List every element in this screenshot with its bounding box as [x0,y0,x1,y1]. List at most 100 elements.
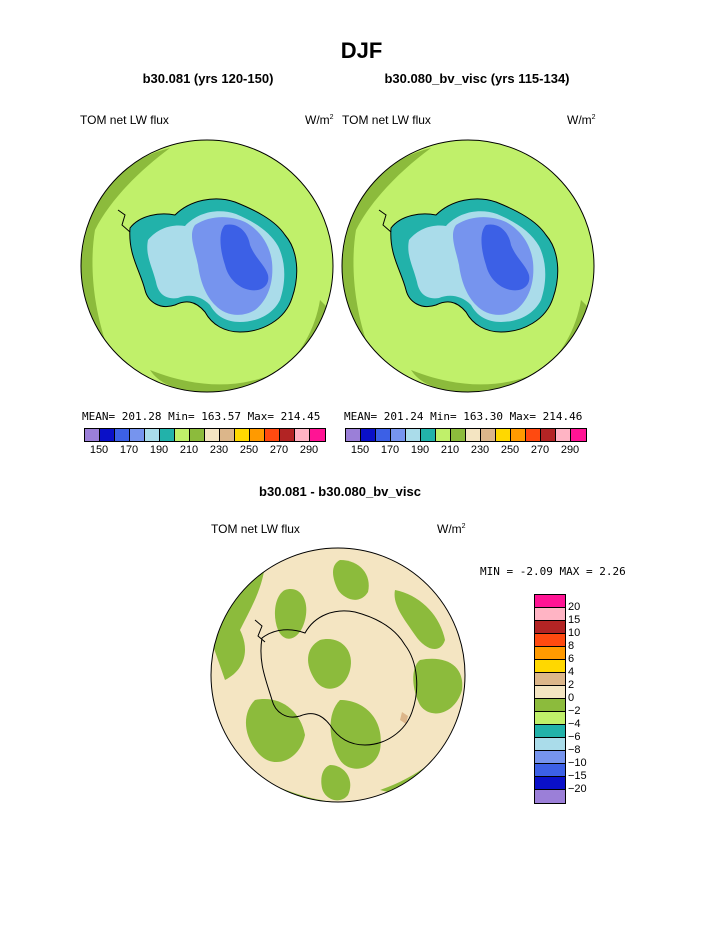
colorbar-swatch [535,634,565,647]
colorbar-swatch [451,429,466,441]
diff-colorbar-ticks: 20 15 10 8 6 4 2 0 −2 −4 −6 −8 −10 −15 −20 [568,594,608,802]
colorbar-swatch [541,429,556,441]
colorbar-swatch [535,608,565,621]
colorbar-swatch [496,429,511,441]
colorbar-swatch [145,429,160,441]
colorbar-swatch [466,429,481,441]
colorbar-tick-label: −6 [568,731,581,743]
left-stats: MEAN= 201.28 Min= 163.57 Max= 214.45 [82,410,321,423]
colorbar-swatch [535,647,565,660]
colorbar-tick-label: 0 [568,692,575,704]
colorbar-swatch [376,429,391,441]
colorbar-tick-label: −15 [568,770,587,782]
colorbar-swatch [115,429,130,441]
colorbar-swatch [406,429,421,441]
left-units-label: W/m2 [305,113,334,127]
left-colorbar-ticks: 150 170 190 210 230 250 270 290 [84,444,325,458]
right-stats: MEAN= 201.24 Min= 163.30 Max= 214.46 [344,410,583,423]
colorbar-swatch [100,429,115,441]
colorbar-swatch [391,429,406,441]
colorbar-tick-label: 170 [119,444,139,456]
colorbar-tick-label: 150 [89,444,109,456]
colorbar-swatch [160,429,175,441]
colorbar-swatch [436,429,451,441]
colorbar-tick-label: 10 [568,627,581,639]
colorbar-swatch [85,429,100,441]
colorbar-swatch [511,429,526,441]
colorbar-swatch [535,673,565,686]
colorbar-tick-label: 290 [299,444,319,456]
colorbar-tick-label: 230 [470,444,490,456]
colorbar-swatch [235,429,250,441]
left-panel-subtitle: b30.081 (yrs 120-150) [142,71,274,86]
colorbar-tick-label: 150 [350,444,370,456]
colorbar-swatch [310,429,325,441]
diff-variable-label: TOM net LW flux [211,522,300,536]
colorbar-tick-label: 190 [410,444,430,456]
colorbar-swatch [421,429,436,441]
colorbar-tick-label: 170 [380,444,400,456]
left-colorbar [84,428,326,442]
colorbar-swatch [535,712,565,725]
colorbar-tick-label: −20 [568,783,587,795]
colorbar-tick-label: 250 [500,444,520,456]
right-variable-label: TOM net LW flux [342,113,431,127]
colorbar-swatch [250,429,265,441]
colorbar-tick-label: 20 [568,601,581,613]
colorbar-tick-label: 270 [269,444,289,456]
colorbar-tick-label: 290 [560,444,580,456]
colorbar-swatch [535,790,565,803]
diff-panel-subtitle: b30.081 - b30.080_bv_visc [259,484,421,499]
colorbar-swatch [535,621,565,634]
colorbar-swatch [130,429,145,441]
colorbar-tick-label: 210 [440,444,460,456]
colorbar-swatch [220,429,235,441]
figure-title: DJF [340,38,383,63]
colorbar-tick-label: 4 [568,666,575,678]
colorbar-swatch [346,429,361,441]
colorbar-tick-label: 15 [568,614,581,626]
colorbar-tick-label: 270 [530,444,550,456]
colorbar-tick-label: 8 [568,640,575,652]
colorbar-swatch [556,429,571,441]
right-colorbar [345,428,587,442]
colorbar-swatch [535,686,565,699]
colorbar-tick-label: 6 [568,653,575,665]
colorbar-swatch [535,725,565,738]
right-units-label: W/m2 [567,113,596,127]
colorbar-swatch [535,777,565,790]
colorbar-swatch [205,429,220,441]
diff-colorbar [534,594,566,804]
colorbar-swatch [535,751,565,764]
right-colorbar-ticks: 150 170 190 210 230 250 270 290 [345,444,586,458]
colorbar-tick-label: 190 [149,444,169,456]
colorbar-swatch [526,429,541,441]
colorbar-swatch [280,429,295,441]
colorbar-tick-label: 2 [568,679,575,691]
right-map [342,140,594,392]
colorbar-tick-label: −8 [568,744,581,756]
left-map [81,140,333,392]
right-panel-subtitle: b30.080_bv_visc (yrs 115-134) [384,71,570,86]
colorbar-swatch [190,429,205,441]
colorbar-swatch [535,699,565,712]
colorbar-swatch [535,660,565,673]
colorbar-tick-label: 230 [209,444,229,456]
colorbar-tick-label: −2 [568,705,581,717]
colorbar-tick-label: 250 [239,444,259,456]
colorbar-tick-label: −4 [568,718,581,730]
colorbar-swatch [481,429,496,441]
colorbar-swatch [295,429,310,441]
colorbar-swatch [535,738,565,751]
colorbar-swatch [571,429,586,441]
diff-units-label: W/m2 [437,522,466,536]
colorbar-tick-label: −10 [568,757,587,769]
left-variable-label: TOM net LW flux [80,113,169,127]
colorbar-tick-label: 210 [179,444,199,456]
colorbar-swatch [175,429,190,441]
difference-map [211,548,465,802]
colorbar-swatch [361,429,376,441]
colorbar-swatch [535,764,565,777]
colorbar-swatch [265,429,280,441]
